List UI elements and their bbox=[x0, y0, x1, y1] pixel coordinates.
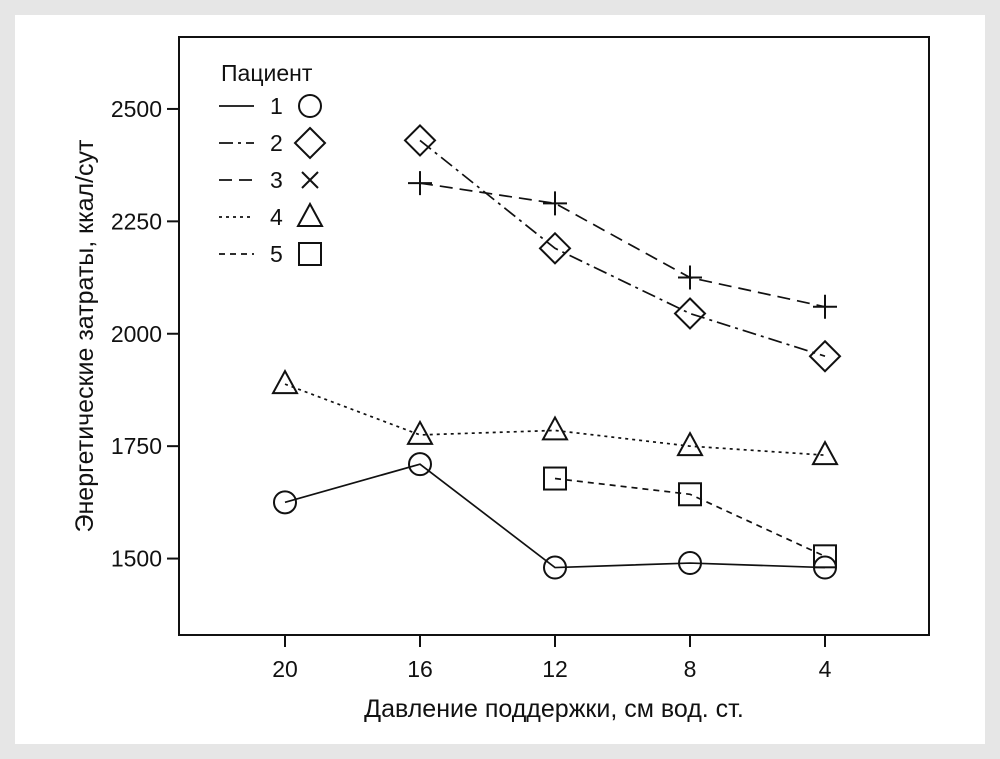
y-tick-label: 2000 bbox=[111, 321, 162, 347]
legend-marker-4 bbox=[296, 201, 324, 227]
series-4-point bbox=[541, 415, 569, 441]
y-tick-label: 1750 bbox=[111, 433, 162, 459]
y-tick-label: 2500 bbox=[111, 96, 162, 122]
legend-title: Пациент bbox=[221, 60, 313, 86]
series-2-point bbox=[403, 123, 437, 157]
series-1-line bbox=[284, 463, 826, 569]
series-2-line bbox=[419, 139, 826, 358]
series-4-point bbox=[406, 419, 434, 445]
legend-marker-5 bbox=[298, 242, 322, 266]
y-axis-title: Энергетические затраты, ккал/сут bbox=[71, 139, 99, 533]
series-5-point bbox=[813, 544, 837, 569]
series-1-point bbox=[273, 490, 297, 515]
series-1-point bbox=[408, 452, 432, 477]
y-axis: 1500 1750 2000 2250 2500 bbox=[111, 96, 179, 572]
legend-marker-3 bbox=[301, 171, 319, 189]
x-axis: 20 16 12 8 4 bbox=[272, 635, 832, 682]
x-tick-label: 8 bbox=[684, 656, 697, 682]
series-3-point bbox=[408, 171, 432, 196]
x-tick-label: 20 bbox=[272, 656, 298, 682]
series-layer bbox=[271, 123, 842, 580]
plot-area bbox=[178, 36, 930, 636]
series-2-point bbox=[808, 339, 842, 373]
x-axis-title: Давление поддержки, см вод. ст. bbox=[364, 695, 744, 723]
series-4-point bbox=[676, 431, 704, 457]
x-tick-label: 16 bbox=[407, 656, 433, 682]
series-5-point bbox=[543, 466, 567, 491]
series-3-point bbox=[678, 265, 702, 290]
y-tick-label: 2250 bbox=[111, 208, 162, 234]
x-tick-label: 12 bbox=[542, 656, 568, 682]
legend: Пациент 1 2 3 4 5 bbox=[219, 60, 327, 267]
series-4-point bbox=[271, 369, 299, 395]
series-3-line bbox=[419, 182, 826, 308]
x-tick-label: 4 bbox=[819, 656, 832, 682]
legend-label-3: 3 bbox=[270, 167, 283, 193]
series-1-point bbox=[543, 555, 567, 580]
series-4-point bbox=[811, 440, 839, 466]
legend-label-1: 1 bbox=[270, 93, 283, 119]
series-3-point bbox=[813, 294, 837, 319]
legend-marker-1 bbox=[298, 94, 322, 118]
legend-label-2: 2 bbox=[270, 130, 283, 156]
series-2-point bbox=[538, 231, 572, 265]
legend-marker-2 bbox=[293, 126, 327, 160]
legend-label-4: 4 bbox=[270, 204, 283, 230]
y-tick-label: 1500 bbox=[111, 546, 162, 572]
series-1-point bbox=[678, 551, 702, 576]
series-5-point bbox=[678, 482, 702, 507]
legend-label-5: 5 bbox=[270, 241, 283, 267]
series-5-line bbox=[554, 477, 826, 558]
series-3-point bbox=[543, 191, 567, 216]
series-2-point bbox=[673, 297, 707, 330]
